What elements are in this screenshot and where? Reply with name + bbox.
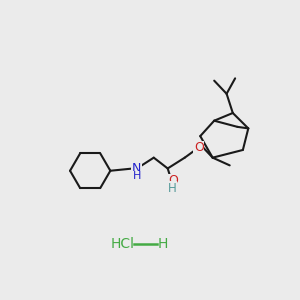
Text: HCl: HCl [111, 237, 135, 251]
Text: H: H [133, 171, 142, 181]
Text: H: H [158, 237, 168, 251]
Text: O: O [168, 174, 178, 187]
Text: O: O [194, 141, 204, 154]
Text: N: N [132, 162, 141, 175]
Text: H: H [168, 182, 177, 195]
